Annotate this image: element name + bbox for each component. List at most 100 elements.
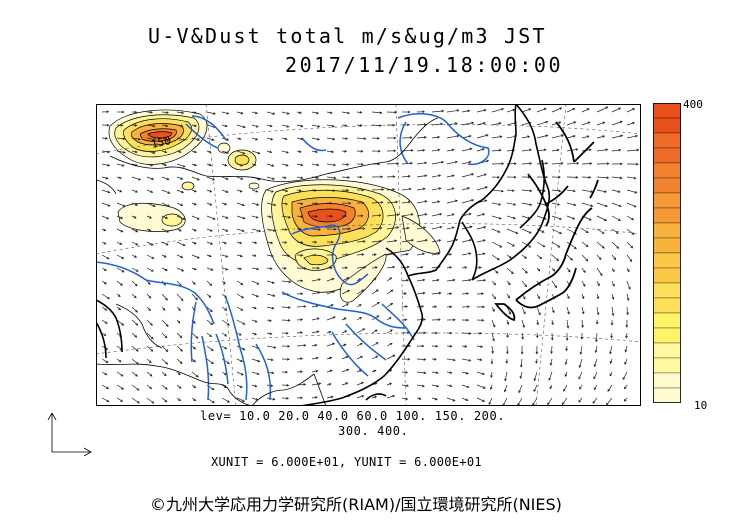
wind-vector xyxy=(606,397,613,406)
wind-vector xyxy=(266,176,275,180)
wind-vector xyxy=(251,384,257,387)
wind-vector-head xyxy=(134,334,138,338)
wind-vector-head xyxy=(554,285,557,289)
wind-vector-head xyxy=(601,231,605,234)
wind-vector-head xyxy=(604,218,607,221)
wind-vector xyxy=(401,213,413,217)
wind-vector xyxy=(488,397,493,405)
wind-vector-head xyxy=(120,123,124,127)
wind-vector xyxy=(236,163,243,167)
wind-vector-head xyxy=(240,254,243,258)
wind-vector xyxy=(236,345,245,351)
wind-vector xyxy=(131,267,139,272)
contour-label-150: 150 xyxy=(150,134,172,151)
wind-vector-head xyxy=(253,254,257,257)
wind-vector-head xyxy=(151,269,154,272)
wind-vector-head xyxy=(133,215,137,219)
wind-vector-head xyxy=(152,204,156,208)
wind-vector-head xyxy=(379,111,383,115)
wind-vector-head xyxy=(181,111,185,115)
wind-vector-head xyxy=(167,204,170,207)
contour-levels-line2: 300. 400. xyxy=(338,424,409,438)
wind-vector-head xyxy=(270,358,274,362)
wind-vector-head xyxy=(485,134,489,137)
wind-vector-head xyxy=(224,346,228,350)
wind-vector-head xyxy=(611,296,615,300)
wind-vector xyxy=(236,254,243,257)
wind-vector-head xyxy=(107,163,111,167)
wind-vector xyxy=(386,188,395,191)
wind-vector xyxy=(266,332,272,335)
wind-vector-head xyxy=(164,150,168,154)
wind-vector-head xyxy=(224,163,228,167)
wind-vector xyxy=(371,201,383,204)
wind-vector-head xyxy=(493,282,496,286)
wind-vector-head xyxy=(107,296,110,300)
wind-vector xyxy=(626,306,629,315)
wind-vector-head xyxy=(193,241,197,245)
wind-vector-head xyxy=(224,295,228,298)
wind-vector xyxy=(341,176,350,178)
wind-vector-head xyxy=(561,402,565,406)
wind-vector-head xyxy=(314,396,318,399)
wind-vector xyxy=(266,280,275,284)
coastlines xyxy=(96,104,551,406)
wind-vector-head xyxy=(559,217,562,221)
wind-vector-head xyxy=(492,338,495,342)
wind-vector-head xyxy=(285,189,289,193)
colorbar-min-label: 10 xyxy=(694,399,708,412)
wind-vector xyxy=(461,122,474,126)
wind-vector xyxy=(521,241,531,248)
wind-vector-head xyxy=(497,230,501,233)
wind-vector-head xyxy=(273,229,276,232)
wind-vector-head xyxy=(104,268,107,271)
wind-vector xyxy=(236,189,243,193)
wind-vector-head xyxy=(581,311,585,315)
wind-vector xyxy=(326,370,333,373)
wind-vector-head xyxy=(493,296,496,300)
wind-vector xyxy=(536,202,547,206)
wind-vector-head xyxy=(177,320,181,324)
wind-vector-head xyxy=(628,286,631,290)
wind-vector xyxy=(596,121,605,126)
wind-vector-head xyxy=(522,296,526,300)
wind-vector xyxy=(371,329,378,334)
wind-vector xyxy=(625,345,628,352)
wind-vector-head xyxy=(345,240,349,244)
wind-vector-head xyxy=(380,175,384,179)
wind-vector xyxy=(401,188,411,191)
wind-vector xyxy=(596,293,599,299)
wind-vector-head xyxy=(543,217,547,220)
wind-vector xyxy=(236,111,243,114)
wind-vector-head xyxy=(375,342,379,345)
wind-vector-head xyxy=(211,138,215,141)
wind-vector-head xyxy=(374,395,378,399)
wind-vector-head xyxy=(303,383,307,386)
wind-vector xyxy=(416,253,425,256)
wind-vector xyxy=(386,266,395,269)
wind-vector xyxy=(356,317,362,321)
wind-vector-head xyxy=(407,357,411,361)
wind-vector xyxy=(416,384,425,387)
wind-vector xyxy=(566,254,573,261)
wind-vector xyxy=(626,176,636,179)
wind-vector-head xyxy=(609,351,612,355)
wind-vector xyxy=(461,293,469,295)
wind-vector-head xyxy=(150,349,154,352)
wind-vector-head xyxy=(403,292,407,295)
wind-vector xyxy=(116,280,123,286)
wind-vector-head xyxy=(180,177,184,180)
wind-vector-head xyxy=(363,265,367,269)
wind-vector-head xyxy=(528,245,532,248)
wind-vector xyxy=(461,239,472,243)
wind-vector xyxy=(356,382,364,386)
wind-vector-head xyxy=(298,227,302,231)
wind-vector-head xyxy=(195,374,199,378)
wind-vector xyxy=(611,189,620,193)
wind-vector xyxy=(176,332,182,338)
wind-vector xyxy=(221,358,230,364)
wind-vector-head xyxy=(318,278,321,282)
contour-levels-line1: lev= 10.0 20.0 40.0 60.0 100. 150. 200. xyxy=(200,409,506,423)
wind-vector-head xyxy=(122,150,126,154)
colorbar-max-label: 400 xyxy=(683,98,703,111)
